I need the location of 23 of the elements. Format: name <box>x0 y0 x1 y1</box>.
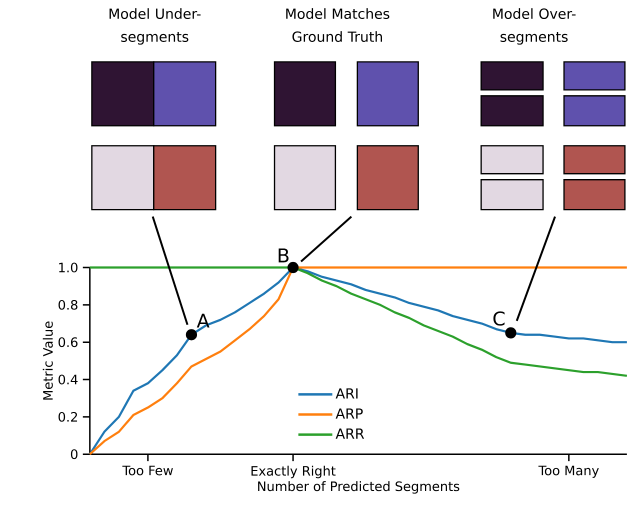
legend-label: ARR <box>336 428 364 439</box>
point <box>287 262 299 274</box>
legend-label: ARP <box>336 408 363 419</box>
text: Model Matches Ground Truth <box>286 8 390 42</box>
point <box>186 329 198 340</box>
y-tick-label: 0 <box>70 449 78 460</box>
text: Model Over-segments <box>493 8 576 45</box>
point <box>505 327 516 338</box>
text: Model Under-segments <box>110 8 201 45</box>
x-tick-label: Too Few <box>122 466 173 476</box>
y-axis-title: Metric Value <box>42 321 53 400</box>
text: B <box>278 248 289 262</box>
x-tick-label: Too Many <box>538 466 599 478</box>
x-axis-title: Number of Predicted Segments <box>258 481 460 494</box>
y-tick-label: 0.8 <box>58 300 78 310</box>
y-tick-label: 0.6 <box>58 337 78 348</box>
y-tick-label: 0.4 <box>58 374 78 384</box>
annotation: A <box>196 314 210 328</box>
y-tick-label: 1.0 <box>59 262 78 272</box>
y-tick-label: 0.2 <box>58 412 78 422</box>
legend-label: ARI <box>336 388 358 398</box>
x-tick-label: Exactly Right <box>252 466 336 478</box>
annotation: C <box>493 311 505 326</box>
